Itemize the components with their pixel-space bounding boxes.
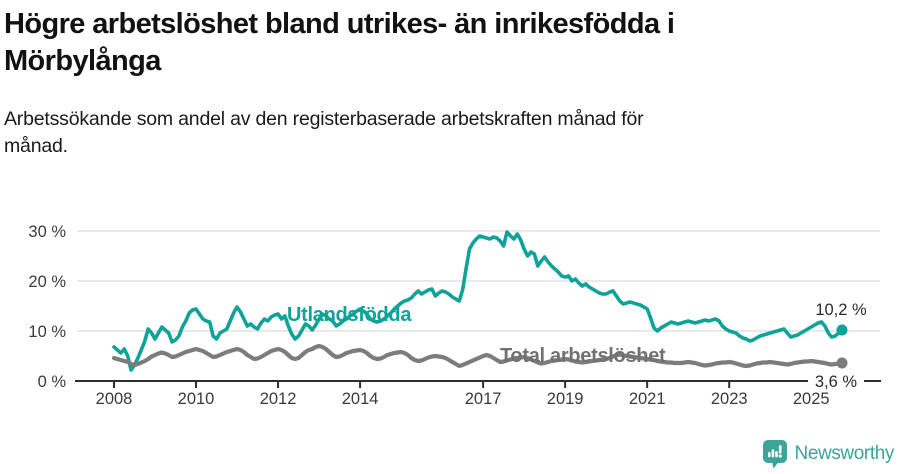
y-tick-label: 30 % — [28, 223, 66, 241]
line-chart: 0 % 10 % 20 % 30 % 2008 2010 2012 2014 2017 2019 2… — [0, 205, 900, 417]
x-tick-label: 2019 — [547, 390, 584, 408]
series-end-dot-utlandsfodda — [836, 324, 848, 336]
y-tick-label: 0 % — [38, 373, 67, 391]
title-line-2: Mörbylånga — [4, 45, 161, 77]
subtitle-line-1: Arbetssökande som andel av den registerb… — [4, 108, 644, 130]
end-value-utlandsfodda: 10,2 % — [815, 301, 867, 319]
title-line-1: Högre arbetslöshet bland utrikes- än inr… — [4, 8, 675, 40]
axis-label-mask — [808, 371, 864, 391]
x-tick-label: 2008 — [96, 390, 133, 408]
end-value-total: 3,6 % — [815, 373, 858, 391]
chart-subtitle: Arbetssökande som andel av den registerb… — [4, 106, 894, 160]
x-tick-label: 2017 — [465, 390, 502, 408]
newsworthy-logo-icon — [762, 440, 787, 469]
page-title: Högre arbetslöshet bland utrikes- än inr… — [4, 6, 894, 80]
series-line-utlandsfodda — [112, 230, 844, 372]
subtitle-line-2: månad. — [4, 135, 68, 157]
x-tick-label: 2012 — [260, 390, 297, 408]
series-label-utlandsfodda: Utlandsfödda — [287, 304, 412, 326]
series-label-total: Total arbetslöshet — [500, 345, 666, 367]
x-tick-label: 2023 — [711, 390, 748, 408]
series-end-dot-total — [836, 357, 848, 369]
brand-footer: Newsworthy — [762, 439, 894, 469]
x-tick-label: 2010 — [178, 390, 215, 408]
chart-header: Högre arbetslöshet bland utrikes- än inr… — [0, 0, 900, 160]
x-tick-label: 2014 — [342, 390, 379, 408]
series-line-total — [111, 343, 845, 369]
y-tick-label: 20 % — [28, 273, 66, 291]
newsworthy-wordmark: Newsworthy — [794, 443, 895, 464]
x-tick-label: 2021 — [629, 390, 666, 408]
x-tick-label: 2025 — [793, 390, 830, 408]
chart-canvas: 0 % 10 % 20 % 30 % 2008 2010 2012 2014 2017 2019 2… — [28, 223, 881, 408]
y-tick-label: 10 % — [28, 323, 66, 341]
